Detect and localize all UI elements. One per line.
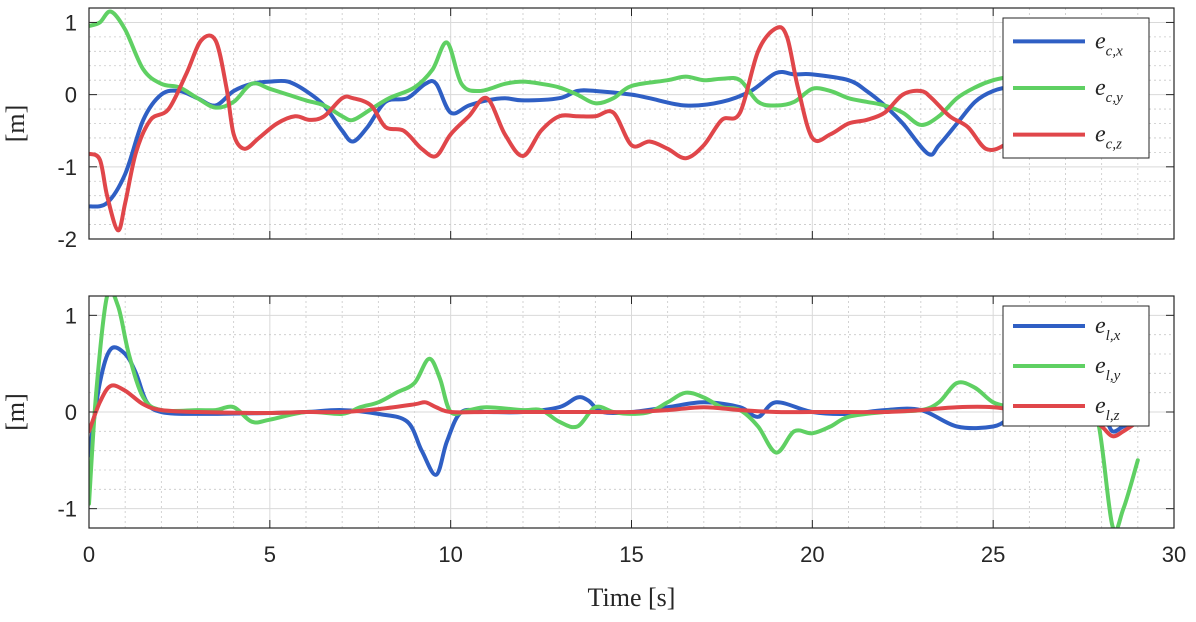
bottom-chart-y-axis-label: [m] xyxy=(1,393,30,431)
series-line-l-y xyxy=(89,296,1140,528)
legend-label-main: e xyxy=(1095,122,1106,148)
legend-label: el,y xyxy=(1095,353,1121,384)
x-tick-label: 10 xyxy=(438,542,462,567)
bottom-chart-y-tick-labels: 1 0 -1 xyxy=(57,303,77,521)
legend-label: ec,x xyxy=(1095,28,1123,59)
y-tick-label: -1 xyxy=(57,155,77,180)
series-line-c-x xyxy=(89,17,1126,209)
x-tick-label: 15 xyxy=(619,542,643,567)
x-tick-label: 0 xyxy=(83,542,95,567)
legend-label-subscript: c,y xyxy=(1106,90,1123,106)
legend-label-main: e xyxy=(1095,353,1106,379)
series-line-c-z xyxy=(89,25,1025,233)
legend-label: el,x xyxy=(1095,313,1121,344)
top-chart-legend: ec,xec,yec,z xyxy=(1002,17,1150,159)
x-axis-label-time: Time [s] xyxy=(588,583,676,612)
x-tick-label: 5 xyxy=(264,542,276,567)
x-tick-label: 30 xyxy=(1162,542,1186,567)
legend-label-subscript: l,y xyxy=(1106,368,1121,384)
y-tick-label: 0 xyxy=(65,400,77,425)
legend-label-main: e xyxy=(1095,313,1106,339)
y-tick-label: 1 xyxy=(65,303,77,328)
legend-label-main: e xyxy=(1095,393,1106,419)
top-chart-y-tick-labels: 1 0 -1 -2 xyxy=(57,10,77,252)
legend-label-subscript: l,z xyxy=(1106,408,1120,424)
x-tick-label: 25 xyxy=(981,542,1005,567)
legend-label-subscript: c,z xyxy=(1106,137,1122,153)
y-tick-label: 0 xyxy=(65,83,77,108)
legend-label-subscript: c,x xyxy=(1106,43,1123,59)
x-tick-label: 20 xyxy=(800,542,824,567)
top-chart-y-axis-label: [m] xyxy=(1,105,30,143)
series-line-l-x xyxy=(89,345,1140,477)
bottom-chart-legend: el,xel,yel,z xyxy=(1002,305,1150,427)
bottom-chart-ticks xyxy=(88,296,1175,528)
top-chart-series xyxy=(89,9,1126,233)
bottom-chart-panel: 10-1 0 5 10 15 20 25 30 [m] Time [s] el,xel,ye… xyxy=(1,295,1186,612)
top-chart-panel: 10-1-2 [m] ec,xec,yec,z xyxy=(1,7,1175,252)
y-tick-label: 1 xyxy=(65,10,77,35)
top-chart-ticks xyxy=(88,8,1175,240)
bottom-chart-x-tick-labels: 0 5 10 15 20 25 30 xyxy=(83,542,1186,567)
legend-label: ec,y xyxy=(1095,75,1123,106)
legend-label: el,z xyxy=(1095,393,1120,424)
legend-label-subscript: l,x xyxy=(1106,328,1121,344)
y-tick-label: -2 xyxy=(57,227,77,252)
legend-label-main: e xyxy=(1095,75,1106,101)
legend-label: ec,z xyxy=(1095,122,1122,153)
y-tick-label: -1 xyxy=(57,497,77,522)
legend-label-main: e xyxy=(1095,28,1106,54)
